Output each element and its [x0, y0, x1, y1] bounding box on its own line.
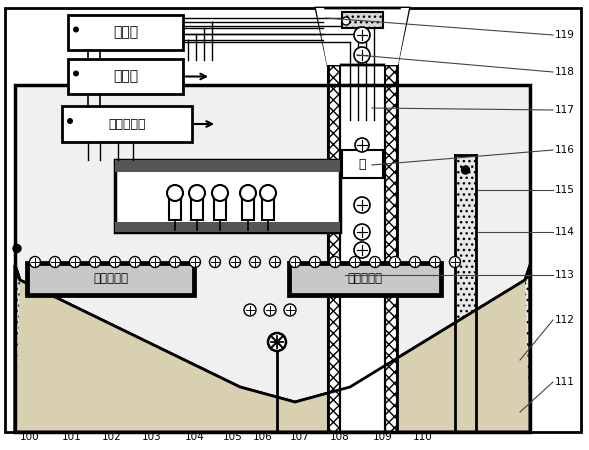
Bar: [169, 198, 181, 220]
Text: 107: 107: [290, 432, 310, 442]
Text: 105: 105: [223, 432, 243, 442]
Circle shape: [354, 47, 370, 63]
Bar: [342, 12, 383, 28]
Circle shape: [342, 17, 350, 25]
Polygon shape: [385, 8, 409, 65]
Text: 微孔曝气头: 微孔曝气头: [348, 273, 382, 285]
Text: 113: 113: [555, 270, 575, 280]
Circle shape: [244, 304, 256, 316]
Bar: [328, 65, 340, 432]
Polygon shape: [316, 8, 340, 65]
Bar: [28, 264, 193, 294]
Circle shape: [67, 118, 73, 124]
Text: 106: 106: [253, 432, 273, 442]
Circle shape: [212, 185, 228, 201]
Text: 111: 111: [555, 377, 575, 387]
Bar: [115, 160, 340, 172]
Circle shape: [70, 256, 81, 267]
Circle shape: [290, 256, 300, 267]
Circle shape: [73, 71, 79, 77]
Circle shape: [189, 185, 205, 201]
Circle shape: [462, 166, 469, 174]
Text: 102: 102: [102, 432, 122, 442]
Circle shape: [349, 256, 360, 267]
Bar: [455, 155, 476, 432]
Bar: [68, 59, 183, 94]
Circle shape: [329, 256, 340, 267]
Bar: [15, 85, 530, 432]
Text: 114: 114: [555, 227, 575, 237]
Text: 控制器: 控制器: [113, 26, 138, 40]
Circle shape: [389, 256, 401, 267]
Bar: [385, 65, 397, 432]
Circle shape: [130, 256, 141, 267]
Bar: [288, 262, 442, 296]
Text: 108: 108: [330, 432, 350, 442]
Text: 100: 100: [20, 432, 40, 442]
Circle shape: [170, 256, 180, 267]
Text: 112: 112: [555, 315, 575, 325]
Circle shape: [309, 256, 320, 267]
Text: 微孔曝气头: 微孔曝气头: [93, 273, 128, 285]
Circle shape: [13, 244, 21, 252]
Circle shape: [110, 256, 121, 267]
Bar: [191, 198, 203, 220]
Circle shape: [409, 256, 421, 267]
Bar: [26, 262, 195, 296]
Polygon shape: [15, 265, 530, 432]
Text: 117: 117: [555, 105, 575, 115]
Text: 101: 101: [62, 432, 82, 442]
Circle shape: [449, 256, 461, 267]
Circle shape: [29, 256, 41, 267]
Circle shape: [354, 197, 370, 213]
Circle shape: [240, 185, 256, 201]
Circle shape: [210, 256, 220, 267]
Circle shape: [230, 256, 240, 267]
Bar: [68, 15, 183, 50]
Circle shape: [167, 185, 183, 201]
Text: 空气泵: 空气泵: [113, 69, 138, 84]
Text: 103: 103: [142, 432, 162, 442]
Circle shape: [260, 185, 276, 201]
Circle shape: [369, 256, 380, 267]
Bar: [340, 85, 385, 432]
Circle shape: [250, 256, 260, 267]
Polygon shape: [316, 8, 409, 65]
Text: 119: 119: [555, 30, 575, 40]
Text: 109: 109: [373, 432, 393, 442]
Text: 104: 104: [185, 432, 205, 442]
Text: 118: 118: [555, 67, 575, 77]
Bar: [242, 198, 254, 220]
Bar: [62, 106, 192, 142]
Circle shape: [354, 224, 370, 240]
Circle shape: [90, 256, 101, 267]
Circle shape: [264, 304, 276, 316]
Circle shape: [284, 304, 296, 316]
Text: 电磁气阀组: 电磁气阀组: [108, 117, 145, 130]
Polygon shape: [15, 280, 530, 432]
Text: 116: 116: [555, 145, 575, 155]
Circle shape: [270, 256, 280, 267]
Bar: [262, 198, 274, 220]
Bar: [115, 222, 340, 232]
Text: 115: 115: [555, 185, 575, 195]
Circle shape: [268, 333, 286, 351]
Text: 阀: 阀: [358, 158, 366, 171]
Circle shape: [190, 256, 200, 267]
Circle shape: [49, 256, 61, 267]
Circle shape: [429, 256, 441, 267]
Bar: [290, 264, 440, 294]
Circle shape: [354, 242, 370, 258]
Bar: [15, 85, 530, 432]
Bar: [342, 150, 383, 178]
Bar: [115, 160, 340, 232]
Bar: [214, 198, 226, 220]
Circle shape: [150, 256, 160, 267]
Circle shape: [355, 138, 369, 152]
Text: 110: 110: [413, 432, 433, 442]
Circle shape: [354, 27, 370, 43]
Circle shape: [73, 27, 79, 32]
